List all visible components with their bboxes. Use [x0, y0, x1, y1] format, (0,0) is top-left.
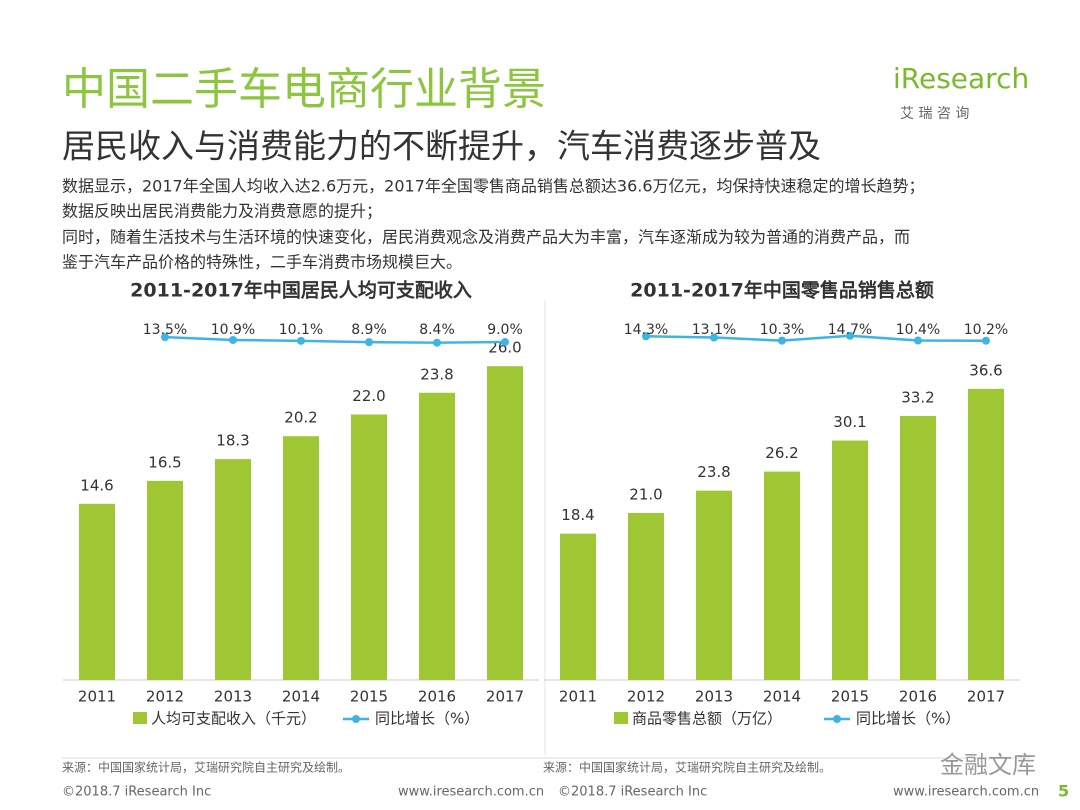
bar-label: 21.0 [629, 485, 662, 503]
source: 来源：中国国家统计局，艾瑞研究院自主研究及绘制。 [62, 760, 350, 775]
bar-label: 26.2 [765, 444, 798, 462]
bar [419, 392, 455, 680]
line-point [914, 336, 922, 345]
bar-label: 33.2 [901, 388, 934, 406]
line-label: 10.1% [279, 322, 323, 338]
x-tick-label: 2017 [486, 688, 524, 706]
website: www.iresearch.com.cn [893, 785, 1039, 800]
paragraph: 数据反映出居民消费能力及消费意愿的提升； [62, 202, 382, 221]
line-point [846, 331, 854, 340]
bar [283, 436, 319, 680]
x-tick-label: 2011 [78, 688, 116, 706]
bar [147, 480, 183, 680]
x-tick-label: 2015 [350, 688, 388, 706]
x-tick-label: 2016 [418, 688, 456, 706]
chart-title: 2011-2017年中国居民人均可支配收入 [130, 279, 472, 302]
line-label: 10.9% [211, 322, 255, 338]
paragraph: 数据显示，2017年全国人均收入达2.6万元，2017年全国零售商品销售总额达3… [62, 177, 925, 196]
watermark: 金融文库 [940, 751, 1036, 779]
x-tick-label: 2014 [282, 688, 320, 706]
line-point [229, 335, 237, 344]
legend-label: 人均可支配收入（千元） [151, 710, 316, 728]
logo: iResearch [893, 62, 1029, 95]
bar-label: 18.4 [561, 506, 594, 524]
bar-label: 36.6 [969, 361, 1002, 379]
bar-label: 18.3 [216, 432, 249, 450]
logo-sub: 艾 瑞 咨 询 [900, 106, 969, 122]
x-tick-label: 2017 [967, 688, 1005, 706]
x-tick-label: 2013 [695, 688, 733, 706]
x-tick-label: 2015 [831, 688, 869, 706]
line-label: 8.4% [419, 322, 455, 338]
legend-label: 同比增长（%） [375, 710, 479, 728]
line-label: 10.3% [760, 322, 804, 338]
paragraph: 同时，随着生活技术与生活环境的快速变化，居民消费观念及消费产品大为丰富，汽车逐渐… [62, 228, 910, 247]
source: 来源：中国国家统计局，艾瑞研究院自主研究及绘制。 [543, 760, 831, 775]
bar-label: 14.6 [80, 476, 113, 494]
x-tick-label: 2014 [763, 688, 801, 706]
bar [79, 503, 115, 680]
title: 中国二手车电商行业背景 [62, 64, 546, 115]
chart-title: 2011-2017年中国零售品销售总额 [630, 279, 934, 302]
line-point [982, 336, 990, 345]
legend-swatch [614, 712, 628, 724]
copyright: ©2018.7 iResearch Inc [558, 785, 707, 800]
x-tick-label: 2011 [559, 688, 597, 706]
line-label: 14.7% [828, 322, 872, 338]
x-tick-label: 2013 [214, 688, 252, 706]
legend-label: 同比增长（%） [856, 710, 960, 728]
line-point [365, 338, 373, 347]
line-label: 13.1% [692, 322, 736, 338]
bar [764, 471, 800, 680]
bar [351, 414, 387, 680]
bar-label: 20.2 [284, 409, 317, 427]
legend-swatch [833, 715, 841, 723]
line-point [433, 338, 441, 347]
line-point [642, 332, 650, 341]
subtitle: 居民收入与消费能力的不断提升，汽车消费逐步普及 [62, 127, 821, 166]
line-label: 13.5% [143, 322, 187, 338]
bar [832, 440, 868, 680]
page-number: 5 [1058, 782, 1069, 801]
line-point [501, 338, 509, 347]
bar [560, 533, 596, 680]
line-point [778, 336, 786, 345]
bar [215, 459, 251, 680]
line-point [297, 336, 305, 345]
x-tick-label: 2012 [146, 688, 184, 706]
line-point [161, 333, 169, 342]
website: www.iresearch.com.cn [398, 785, 544, 800]
line [645, 334, 987, 342]
line-point [710, 333, 718, 342]
copyright: ©2018.7 iResearch Inc [62, 785, 211, 800]
line [164, 335, 506, 344]
bar-label: 22.0 [352, 387, 385, 405]
x-tick-label: 2012 [627, 688, 665, 706]
bar-label: 16.5 [148, 453, 181, 471]
bar [628, 512, 664, 680]
line-label: 14.3% [624, 322, 668, 338]
line-label: 10.2% [964, 322, 1008, 338]
bar [487, 366, 523, 680]
bar [900, 415, 936, 680]
line-label: 9.0% [487, 322, 523, 338]
line-label: 8.9% [351, 322, 387, 338]
x-tick-label: 2016 [899, 688, 937, 706]
bar-label: 23.8 [420, 365, 453, 383]
bar [696, 490, 732, 680]
bar-label: 23.8 [697, 463, 730, 481]
legend-label: 商品零售总额（万亿） [632, 710, 782, 728]
paragraph: 鉴于汽车产品价格的特殊性，二手车消费市场规模巨大。 [62, 253, 462, 272]
bar [968, 388, 1004, 680]
legend-swatch [352, 715, 360, 723]
legend-swatch [133, 712, 147, 724]
line-label: 10.4% [896, 322, 940, 338]
bar-label: 30.1 [833, 413, 866, 431]
